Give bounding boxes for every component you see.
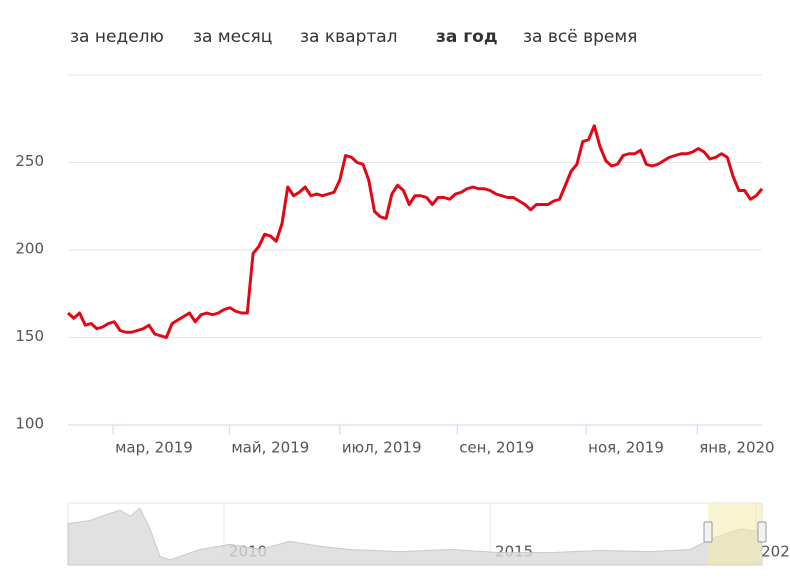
navigator-tick-label: 2020 [761, 543, 790, 561]
y-tick-label: 150 [15, 327, 44, 345]
period-tab[interactable]: за квартал [300, 27, 398, 47]
x-tick-label: ноя, 2019 [588, 439, 664, 457]
period-tab[interactable]: за месяц [193, 27, 272, 47]
x-tick-label: сен, 2019 [459, 439, 534, 457]
navigator-selection [708, 503, 762, 565]
x-tick-label: мар, 2019 [115, 439, 193, 457]
y-tick-label: 100 [15, 415, 44, 433]
x-tick-label: июл, 2019 [342, 439, 422, 457]
y-tick-label: 250 [15, 152, 44, 170]
price-line [66, 124, 764, 339]
period-tab[interactable]: за всё время [523, 27, 637, 47]
period-tabs: за неделю за месяц за квартал за год за всё … [70, 27, 637, 47]
navigator-handle[interactable] [757, 521, 767, 543]
period-tab[interactable]: за неделю [70, 27, 164, 47]
period-tab[interactable]: за год [436, 27, 498, 47]
x-tick-label: май, 2019 [231, 439, 309, 457]
y-tick-label: 200 [15, 240, 44, 258]
x-tick-label: янв, 2020 [699, 439, 774, 457]
navigator-handle[interactable] [703, 521, 713, 543]
